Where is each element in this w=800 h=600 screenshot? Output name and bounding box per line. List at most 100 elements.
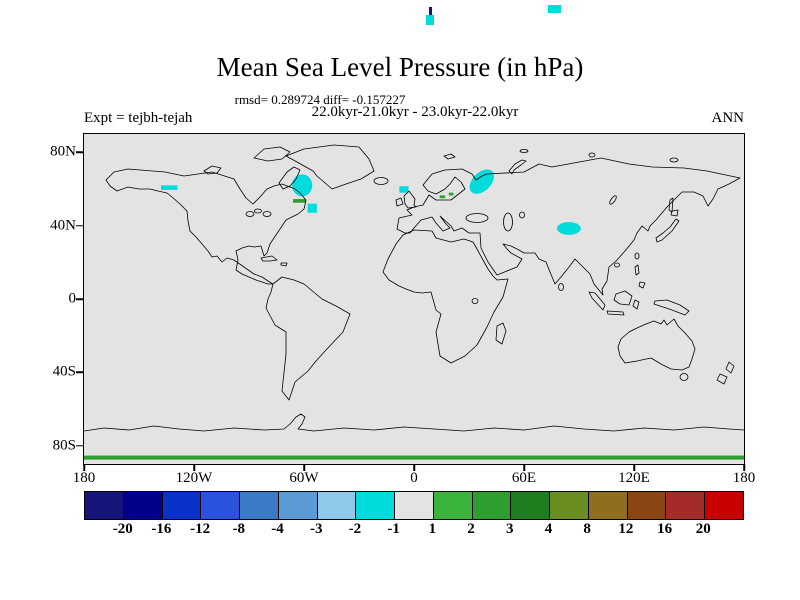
colorbar-tick-label: -8 [232,521,246,537]
coastline-victoria-island [203,165,222,175]
coastline-sri-lanka [558,283,564,291]
aral-sea [519,211,525,219]
anomaly-region-tibetan-plateau [557,222,581,235]
colorbar-segment [317,492,357,519]
coastline-north-america [105,168,307,285]
world-map-panel [83,133,745,465]
coastline-mindanao [638,281,646,289]
colorbar-segment [666,492,706,519]
colorbar-segment [85,492,124,519]
colorbar-tick-label: 12 [618,521,634,537]
colorbar-tick-label: 16 [657,521,673,537]
coastline-australia [617,318,696,371]
colorbar-tick-label: -16 [151,521,172,537]
colorbar-segment [162,492,202,519]
colorbar-tick-label: -3 [309,521,323,537]
period-line: 22.0kyr-21.0kyr - 23.0kyr-22.0kyr [311,104,519,120]
coastline-new-zealand-north [725,361,735,374]
coastline-hokkaido [670,209,679,217]
anomaly-region-davis-strait-baffin [292,174,313,197]
colorbar-segment [511,492,551,519]
colorbar-segment [240,492,279,519]
colorbar-tick-label: -4 [271,521,284,537]
coastline-madagascar [495,322,507,345]
coastline-hispaniola [280,262,288,267]
anomaly-region-baltic-speck-east [448,192,454,196]
colorbar-tick-label: 20 [695,521,711,537]
season-label: ANN [711,110,745,126]
colorbar-tick-label: 4 [544,521,553,537]
coastline-new-siberian-islands [669,157,679,163]
coastline-honshu [655,218,680,243]
stray-plot-mark [548,5,561,13]
stray-plot-mark [426,15,434,25]
coastline-sumatra [588,291,606,311]
world-map-svg [84,144,744,460]
anomaly-region-newfoundland [307,203,317,213]
coastline-cuba [260,255,278,262]
lon-tick-mark [523,464,525,471]
colorbar-tick-label: -12 [190,521,211,537]
colorbar-tick-label: -20 [112,521,133,537]
lon-tick-label: 180 [732,470,756,486]
colorbar-tick-label: 3 [506,521,514,537]
anomaly-region-baltic-speck-west [439,195,446,199]
coastline-java [606,310,625,316]
lon-tick-label: 60E [511,470,537,486]
colorbar-segment [395,492,434,519]
great-lake-huron [254,208,262,214]
coastline-franz-josef-land [519,149,529,153]
coastline-iceland [373,177,389,185]
lon-tick-mark [303,464,305,471]
anomaly-region-gulf-of-st-lawrence [293,199,306,203]
lon-tick-mark [193,464,195,471]
colorbar-tick-label: -2 [348,521,362,537]
colorbar-segment [627,492,667,519]
lon-tick-mark [413,464,415,471]
lat-tick-mark [76,298,84,300]
lat-tick-label: 40S [52,363,76,380]
lon-tick-mark [83,464,85,471]
coastline-tasmania [679,373,689,381]
coastlines-layer [84,144,744,432]
coastline-severnaya-zemlya [588,152,596,158]
coastline-novaya-zemlya [508,159,527,175]
great-lake-superior [245,211,255,217]
colorbar-segment [278,492,318,519]
experiment-label: Expt = tejbh-tejah [84,110,193,126]
lon-tick-mark [743,464,745,471]
rmsd-diff-line: rmsd= 0.289724 diff= -0.157227 [234,92,406,107]
lon-tick-label: 120E [618,470,650,486]
lon-tick-label: 120W [175,470,213,486]
lon-tick-label: 60W [289,470,319,486]
coastline-taiwan [634,252,640,260]
coastline-new-zealand-south [716,373,728,385]
coastline-antarctica [84,413,744,432]
coastline-borneo [613,290,633,306]
figure-title: Mean Sea Level Pressure (in hPa) [216,52,584,82]
coastline-baffin-island [278,166,301,190]
lat-tick-label: 80N [50,143,76,160]
coastline-ireland [395,197,404,207]
anomaly-region-north-of-scotland [399,186,409,193]
colorbar-tick-label: 8 [583,521,591,537]
lon-tick-label: 180 [72,470,96,486]
coastline-south-america [265,276,351,401]
lat-tick-mark [76,224,84,227]
colorbar-tick-label: -1 [387,521,400,537]
coastline-new-guinea [653,299,690,316]
black-sea [465,213,489,223]
colorbar-segments [85,492,744,519]
lat-tick-label: 0 [68,290,77,307]
coastline-hainan [614,262,620,268]
coastline-svalbard [443,153,456,160]
anomaly-patches-layer [84,169,744,460]
great-lake-ontario [262,211,272,217]
colorbar-segment [201,492,241,519]
colorbar-segment [356,492,396,519]
colorbar-segment [705,492,744,519]
lat-tick-mark [76,444,84,447]
coastline-sulawesi [632,299,640,310]
colorbar-segment [472,492,512,519]
lake-baikal [609,195,617,205]
